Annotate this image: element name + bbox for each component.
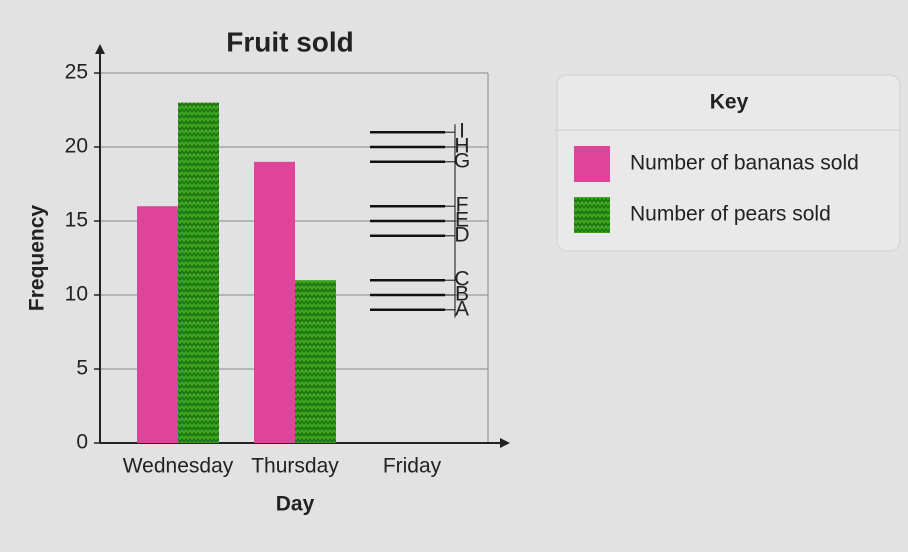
option-label: A [455,297,469,320]
option-label: G [454,149,470,172]
x-axis-arrow [500,438,510,448]
y-tick-label: 10 [65,283,88,306]
legend-title: Key [710,91,749,114]
x-tick-label: Wednesday [123,455,234,478]
y-tick-label: 25 [65,61,88,84]
legend-label: Number of pears sold [630,203,831,226]
option-label: C [454,268,469,291]
legend-swatch [574,146,610,182]
bar [295,280,336,443]
chart-title: Fruit sold [226,26,354,57]
x-axis-title: Day [276,493,315,516]
x-tick-label: Friday [383,455,442,478]
legend-swatch [574,197,610,233]
option-label: E [455,209,469,232]
y-axis-arrow [95,44,105,54]
y-tick-label: 5 [76,357,88,380]
y-tick-label: 20 [65,135,88,158]
option-label: B [455,283,469,306]
x-tick-label: Thursday [251,455,339,478]
legend-box [556,74,901,252]
bar [254,161,295,444]
option-label: D [454,223,469,246]
bar [137,206,178,443]
option-label: I [459,120,465,143]
option-label: H [454,135,469,158]
y-axis-title: Frequency [26,205,49,312]
legend-label: Number of bananas sold [630,152,859,175]
y-tick-label: 15 [65,209,88,232]
y-tick-label: 0 [76,431,88,454]
option-label: F [456,194,469,217]
bar [178,102,219,443]
